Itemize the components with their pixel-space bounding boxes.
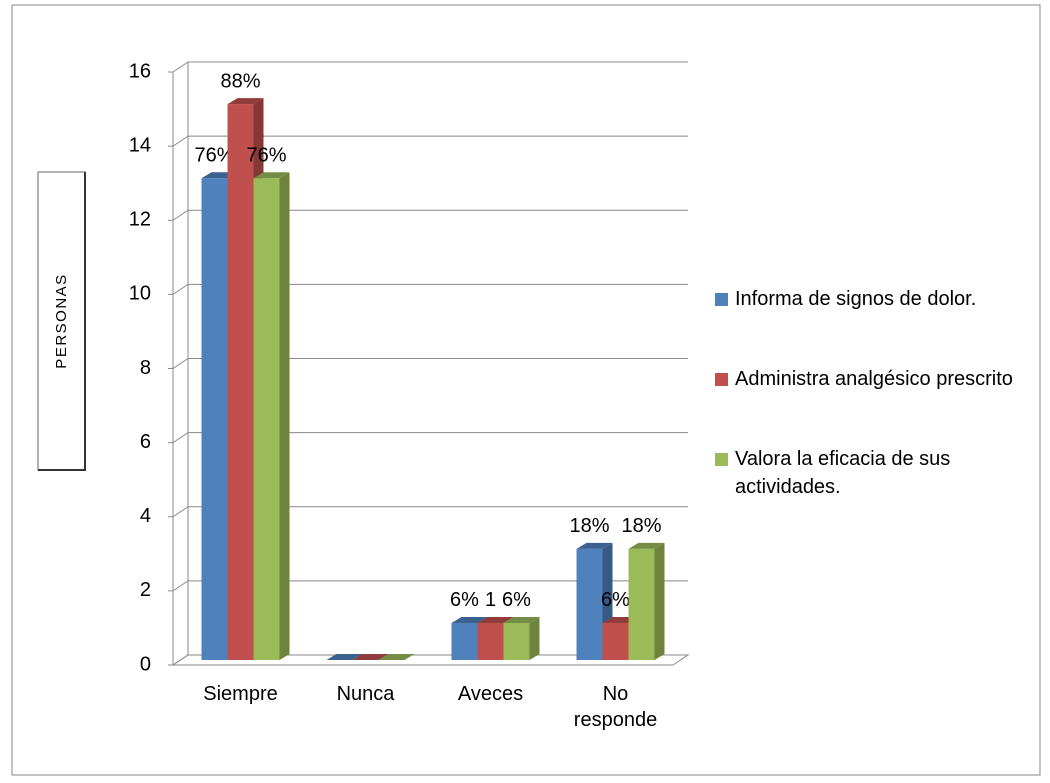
bar bbox=[253, 172, 290, 660]
grid-line bbox=[172, 61, 688, 73]
grid-side bbox=[172, 61, 189, 73]
bar-front bbox=[451, 622, 478, 660]
legend-entry: Administra analgésico prescrito bbox=[715, 365, 1050, 393]
bar-front bbox=[227, 104, 254, 660]
bar-top bbox=[326, 654, 363, 660]
y-tick-label: 16 bbox=[129, 60, 151, 82]
data-label: 76% bbox=[194, 144, 234, 166]
bar bbox=[628, 542, 665, 660]
y-tick-label: 4 bbox=[140, 505, 151, 527]
bar-side bbox=[654, 542, 665, 660]
grid-side bbox=[172, 135, 189, 147]
bar-side bbox=[279, 172, 290, 660]
legend-label: Valora la eficacia de sus actividades. bbox=[735, 448, 951, 498]
data-label: 88% bbox=[220, 70, 260, 92]
y-tick-label: 0 bbox=[140, 653, 151, 675]
bar-front bbox=[477, 622, 504, 660]
y-axis-label: PERSONAS bbox=[53, 273, 70, 368]
legend-entry: Valora la eficacia de sus actividades. bbox=[715, 445, 1050, 501]
bar-front bbox=[503, 622, 530, 660]
legend-swatch bbox=[715, 373, 728, 386]
bar-top bbox=[503, 616, 540, 623]
x-tick-label: No responde bbox=[573, 683, 658, 731]
legend-swatch bbox=[715, 453, 728, 466]
bar-top bbox=[451, 616, 488, 623]
bar-front bbox=[253, 178, 280, 660]
bar-top bbox=[378, 654, 415, 660]
bar-front bbox=[628, 548, 655, 660]
legend-entry: Informa de signos de dolor. bbox=[715, 285, 1050, 313]
y-tick-label: 14 bbox=[129, 134, 151, 156]
bar-front bbox=[602, 622, 629, 660]
data-label: 76% bbox=[246, 144, 286, 166]
legend-label: Administra analgésico prescrito bbox=[735, 368, 1013, 390]
y-label-box-shadow bbox=[38, 172, 86, 471]
legend-label: Informa de signos de dolor. bbox=[735, 288, 977, 310]
y-label-box bbox=[37, 171, 86, 471]
grid-side bbox=[172, 358, 189, 369]
bar-front bbox=[576, 548, 603, 660]
x-tick-label: Nunca bbox=[336, 683, 395, 705]
grid-side bbox=[172, 506, 189, 518]
bar bbox=[503, 616, 540, 660]
x-tick-label: Aveces bbox=[457, 683, 524, 705]
bar bbox=[378, 654, 415, 660]
data-label: 1 bbox=[485, 589, 496, 611]
bar-side bbox=[529, 616, 540, 660]
bar-front bbox=[201, 178, 228, 660]
grid-side bbox=[172, 209, 189, 221]
bar-top bbox=[628, 542, 665, 549]
grid-side bbox=[172, 432, 189, 444]
grid-side bbox=[172, 654, 189, 666]
y-tick-label: 12 bbox=[129, 209, 151, 231]
bar-top bbox=[576, 542, 613, 549]
data-label: 6% bbox=[502, 589, 531, 611]
bar-top bbox=[477, 616, 514, 623]
legend-swatch bbox=[715, 293, 728, 306]
bar-top bbox=[253, 172, 290, 179]
bar-top bbox=[352, 654, 389, 660]
x-tick-label: Siempre bbox=[203, 683, 278, 705]
y-tick-label: 2 bbox=[140, 579, 151, 601]
y-tick-label: 8 bbox=[140, 357, 151, 379]
bar bbox=[352, 654, 389, 660]
bar bbox=[326, 654, 363, 660]
grid-line bbox=[172, 135, 688, 147]
data-label: 18% bbox=[621, 515, 661, 537]
grid-side bbox=[172, 283, 189, 295]
data-label: 6% bbox=[601, 589, 630, 611]
data-label: 18% bbox=[569, 515, 609, 537]
y-tick-label: 10 bbox=[129, 283, 151, 305]
y-tick-label: 6 bbox=[140, 431, 151, 453]
bar-top bbox=[227, 98, 264, 105]
data-label: 6% bbox=[450, 589, 479, 611]
grid-side bbox=[172, 580, 189, 592]
